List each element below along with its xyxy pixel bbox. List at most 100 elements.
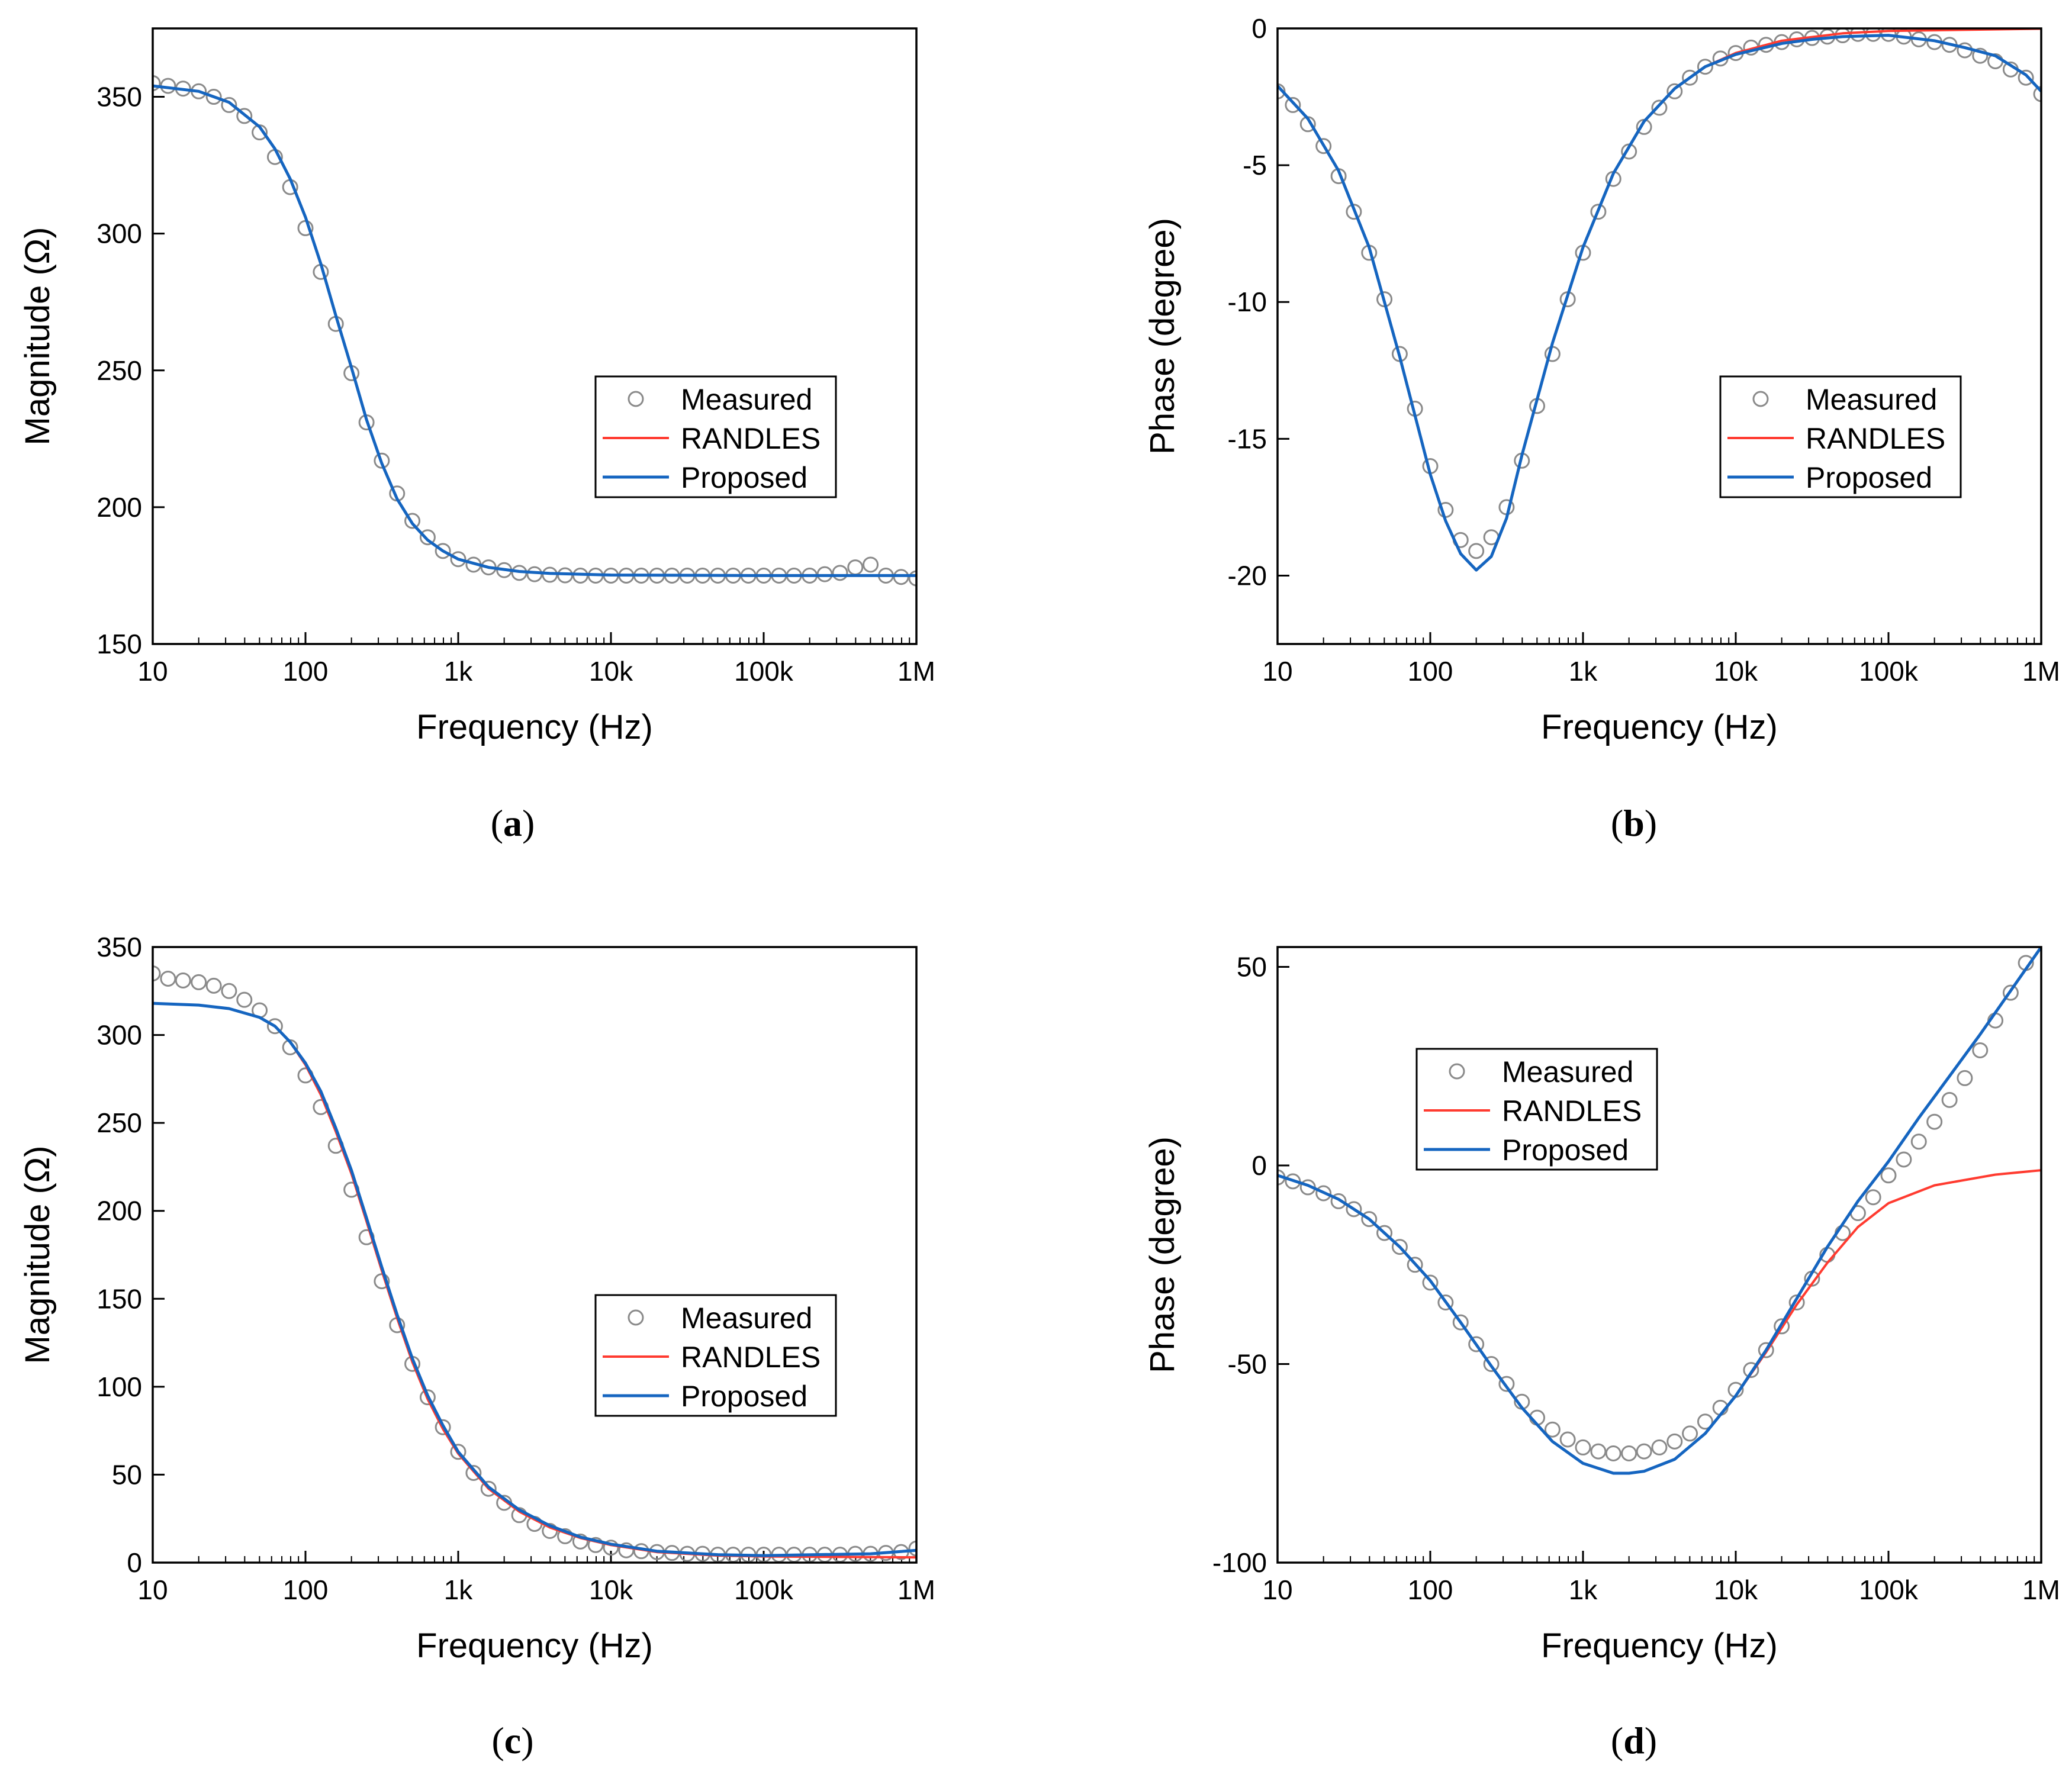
legend-label: Proposed: [681, 1380, 807, 1413]
measured-point: [1880, 1167, 1897, 1184]
y-tick-label: 250: [96, 1107, 142, 1138]
measured-point: [435, 1419, 451, 1435]
measured-point: [1544, 1421, 1561, 1438]
measured-point: [1636, 1443, 1652, 1460]
y-axis-title: Phase (degree): [1143, 218, 1182, 455]
measured-point: [191, 974, 207, 990]
measured-point: [1651, 1439, 1668, 1455]
panel-caption: (c): [491, 1719, 533, 1761]
measured-point: [2002, 984, 2019, 1001]
measured-point: [1468, 543, 1485, 559]
measured-point: [863, 556, 879, 573]
x-tick-label: 10k: [1714, 1574, 1758, 1605]
chart-panel-a: 10 100 1k 10k 100k 1M 150 200 250 300 350 Frequency…: [18, 27, 935, 844]
measured-point: [1788, 1294, 1805, 1311]
x-axis-title: Frequency (Hz): [416, 1627, 653, 1665]
x-tick-label: 1k: [444, 1574, 474, 1605]
chart-panel-c: 10 100 1k 10k 100k 1M 0 50 100 150 200 250 300 350 Fre…: [18, 932, 935, 1761]
measured-point: [1422, 1274, 1439, 1291]
caption-close: ): [1645, 802, 1657, 844]
caption-letter: b: [1623, 802, 1645, 844]
measured-point: [1498, 1376, 1515, 1392]
x-tick-label: 1M: [897, 1574, 935, 1605]
measured-point: [1666, 83, 1683, 99]
caption-open: (: [491, 1719, 504, 1761]
y-tick-label: 50: [1237, 952, 1267, 983]
measured-point: [832, 565, 848, 581]
measured-point: [1697, 1413, 1713, 1430]
measured-point: [1743, 1362, 1759, 1379]
measured-point: [1346, 204, 1362, 220]
measured-point: [1865, 1189, 1881, 1206]
measured-point: [1880, 28, 1897, 42]
measured-point: [1926, 1113, 1943, 1130]
plot-area: [1278, 947, 2041, 1475]
measured-point: [435, 543, 451, 559]
chart-panel-b: 10 100 1k 10k 100k 1M -20 -15 -10 -5 0 Frequency (H…: [1143, 13, 2060, 844]
proposed-line: [153, 1001, 916, 1557]
x-tick-label: 10: [1262, 656, 1292, 687]
caption-close: ): [1645, 1719, 1657, 1761]
legend-label: RANDLES: [681, 1341, 821, 1374]
caption-letter: a: [503, 802, 522, 844]
legend-measured-marker: [1449, 1063, 1465, 1080]
legend-label: Measured: [681, 1302, 812, 1335]
panel-caption: (b): [1611, 802, 1657, 844]
y-tick-label: 350: [96, 82, 142, 112]
caption-close: ): [522, 802, 535, 844]
y-tick-label: -15: [1228, 423, 1267, 454]
measured-point: [1278, 83, 1286, 99]
legend-label: Measured: [1502, 1055, 1633, 1089]
x-tick-label: 100k: [734, 656, 794, 687]
legend-label: Proposed: [1806, 461, 1932, 494]
measured-point: [1407, 1257, 1423, 1273]
y-tick-label: 350: [96, 932, 142, 962]
measured-point: [1361, 1211, 1378, 1228]
y-tick-label: 150: [96, 1283, 142, 1314]
measured-point: [1865, 28, 1881, 42]
measured-point: [1437, 1294, 1454, 1311]
measured-point: [1682, 1425, 1698, 1442]
measured-point: [1452, 1314, 1469, 1331]
x-tick-label: 100: [283, 656, 329, 687]
measured-point: [236, 991, 253, 1008]
y-tick-label: -100: [1212, 1547, 1267, 1578]
measured-point: [1972, 47, 1989, 64]
measured-point: [1315, 138, 1332, 154]
x-axis-title: Frequency (Hz): [1541, 1627, 1778, 1665]
x-tick-label: 10k: [589, 1574, 633, 1605]
measured-point: [419, 529, 436, 546]
legend: Measured RANDLES Proposed: [1415, 1048, 1658, 1171]
measured-point: [1758, 1342, 1774, 1358]
plot-frame: [1276, 27, 2042, 645]
caption-open: (: [1611, 802, 1623, 844]
x-tick-label: 100k: [1859, 656, 1919, 687]
legend-label: RANDLES: [681, 422, 821, 455]
measured-point: [480, 1480, 497, 1497]
plot-area: [153, 965, 916, 1563]
x-tick-label: 1M: [2022, 1574, 2060, 1605]
x-tick-label: 1M: [2022, 656, 2060, 687]
legend-label: Measured: [681, 383, 812, 416]
x-tick-label: 100: [1408, 1574, 1453, 1605]
y-tick-label: 300: [96, 218, 142, 249]
measured-point: [1941, 1091, 1958, 1108]
legend-label: Measured: [1806, 383, 1937, 416]
measured-point: [175, 972, 191, 988]
x-tick-label: 10: [137, 656, 168, 687]
measured-point: [1651, 99, 1668, 116]
legend: Measured RANDLES Proposed: [1719, 375, 1962, 498]
measured-point: [1697, 59, 1713, 75]
x-tick-label: 1k: [1569, 1574, 1598, 1605]
y-tick-label: 100: [96, 1371, 142, 1402]
x-tick-label: 10: [137, 1574, 168, 1605]
measured-point: [603, 1540, 619, 1556]
x-tick-label: 10k: [1714, 656, 1758, 687]
measured-point: [1285, 96, 1301, 113]
x-tick-label: 100: [1408, 656, 1453, 687]
measured-point: [236, 108, 253, 124]
plot-area: [1278, 28, 2041, 572]
measured-point: [1590, 204, 1607, 220]
y-tick-label: 150: [96, 629, 142, 659]
